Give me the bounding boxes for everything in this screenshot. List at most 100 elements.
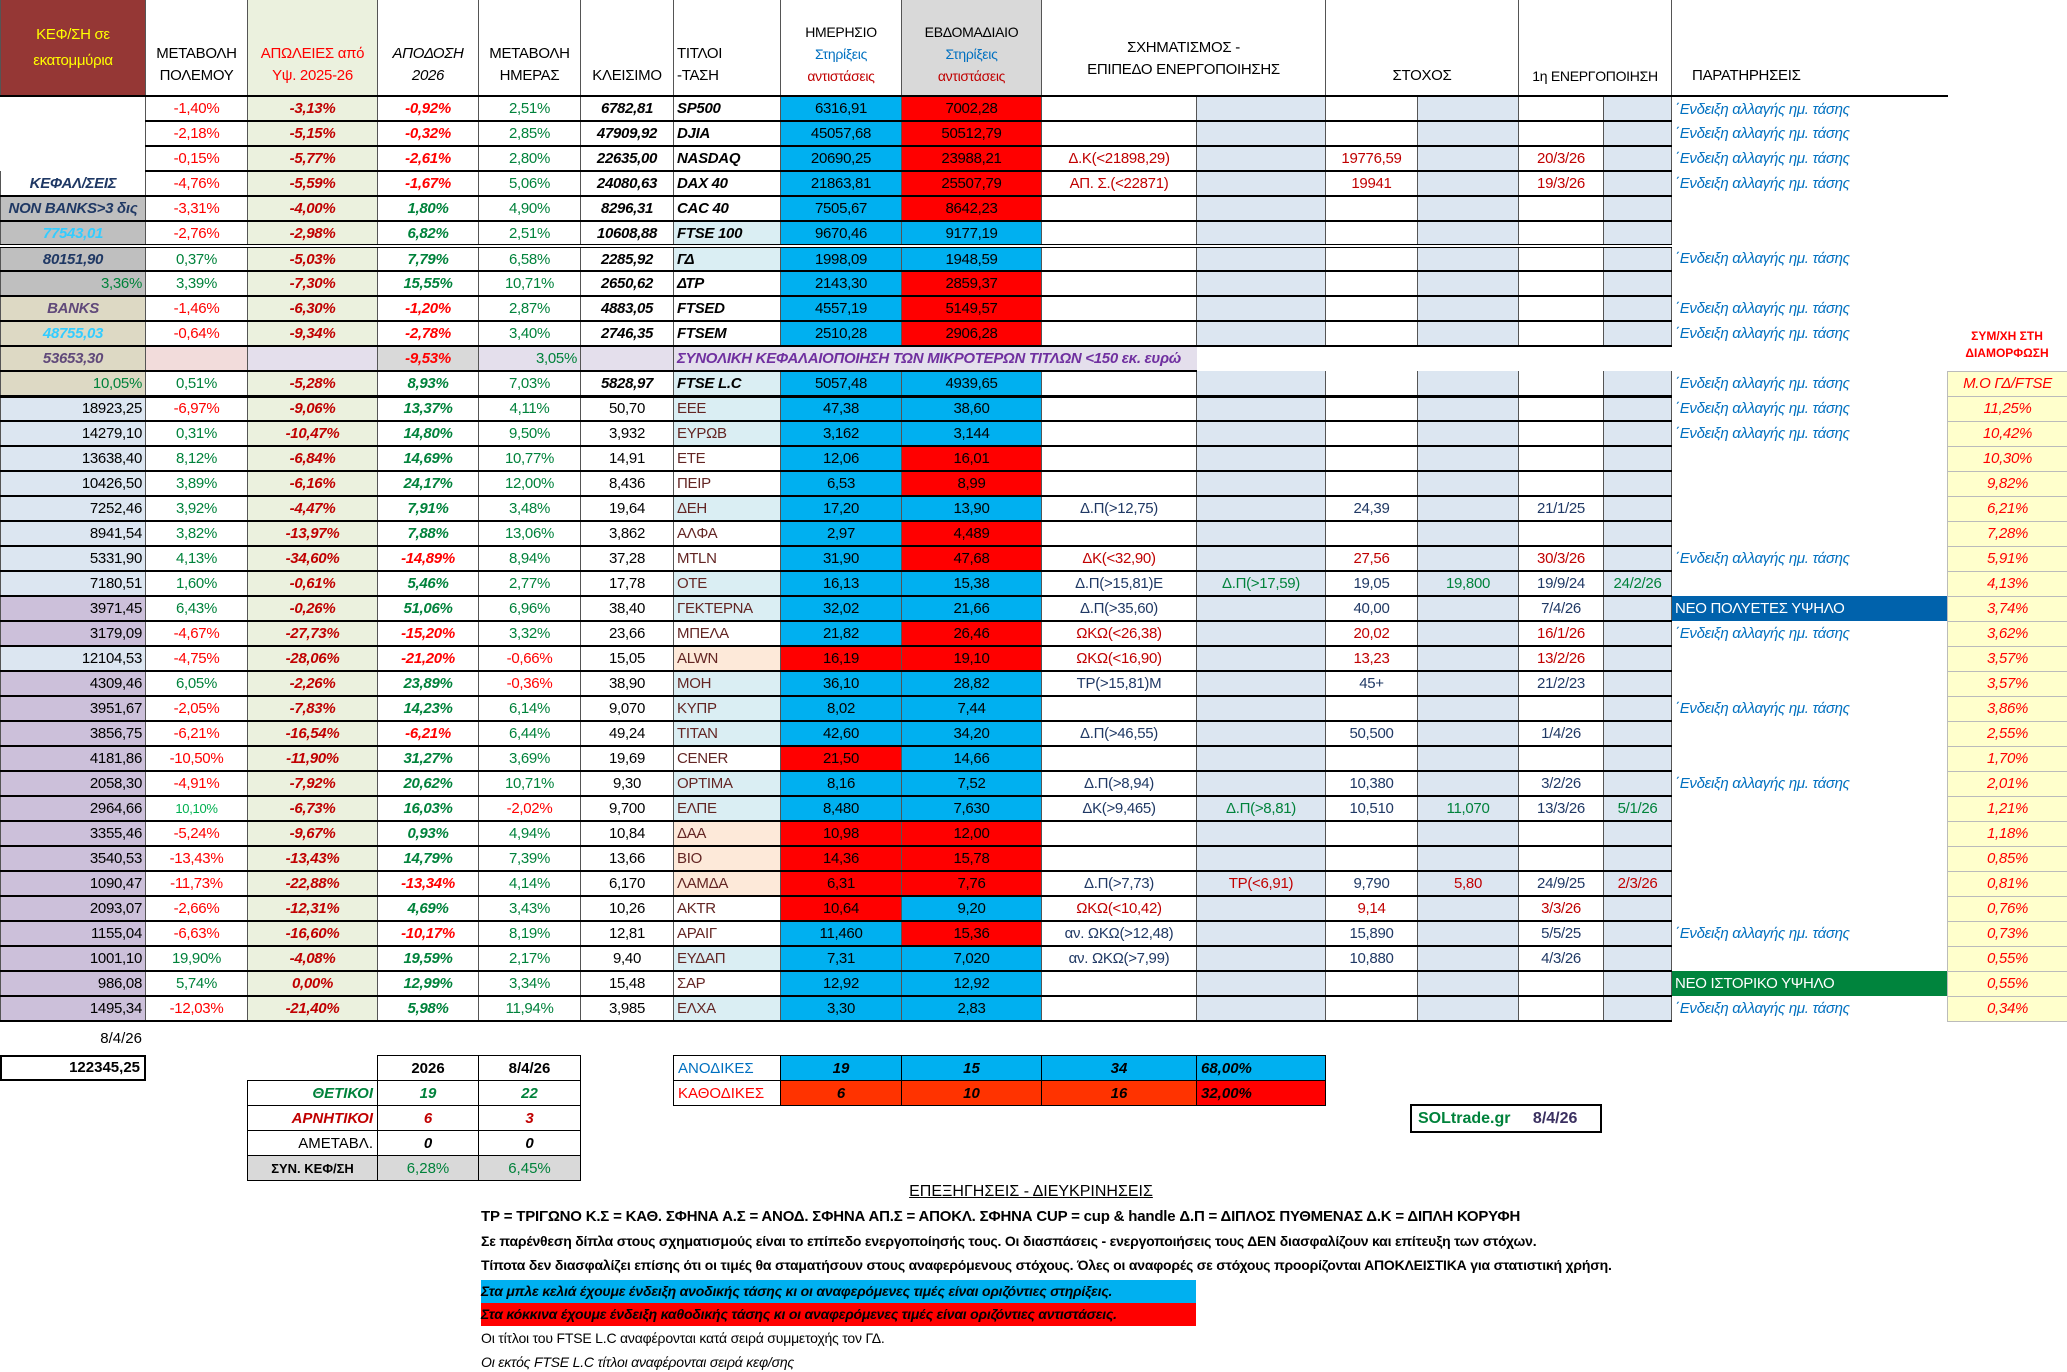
weekly-level-cell: 5149,57 (901, 296, 1042, 322)
header-daily: ΗΜΕΡΗΣΙΟ Στηρίξεις αντιστάσεις (780, 0, 902, 97)
remark-cell: ΄Ενδειξη αλλαγής ημ. τάσης (1675, 925, 1850, 942)
table-row: 2093,07 -2,66% -12,31% 4,69% 3,43% 10,26 AKTR 1… (0, 895, 2067, 922)
header-weekly-line2: Στηρίξεις (945, 46, 998, 62)
pattern-cell: Δ.Π(>46,55) (1041, 721, 1197, 747)
sym-cell: 2,55% (1947, 720, 2067, 747)
remark-cell (1672, 471, 1948, 496)
day-change-cell: 9,50% (478, 421, 581, 447)
explanations-title: ΕΠΕΞΗΓΗΣΕΙΣ - ΔΙΕΥΚΡΙΝΗΣΕΙΣ (909, 1183, 1153, 1200)
activation-secondary-cell (1603, 371, 1673, 397)
war-change-cell: -4,76% (145, 171, 248, 197)
sym-cell: 5,91% (1947, 545, 2067, 572)
remark-cell (1672, 646, 1948, 671)
pattern-cell (1041, 746, 1197, 772)
losses-cell: -5,03% (247, 244, 378, 272)
title-cell: DAX 40 (673, 171, 781, 197)
target-cell (1325, 296, 1418, 322)
remark-cell: ΄Ενδειξη αλλαγής ημ. τάσης (1675, 300, 1850, 317)
daily-level-cell: 2510,28 (780, 321, 902, 347)
target-secondary-cell (1416, 146, 1520, 172)
war-change-cell: 3,39% (145, 271, 248, 297)
close-cell: 12,81 (580, 921, 674, 947)
activation-cell: 16/1/26 (1518, 621, 1605, 647)
capitalization-cell: 13638,40 (0, 446, 146, 472)
ytd-return-cell: 51,06% (377, 596, 479, 622)
header-title: ΤΙΤΛΟΙ -ΤΑΣΗ (673, 0, 781, 97)
title-cell: NASDAQ (673, 146, 781, 172)
target-secondary-cell (1416, 821, 1520, 847)
activation-secondary-cell (1603, 471, 1673, 497)
pattern-secondary-cell (1196, 146, 1326, 172)
target-cell (1325, 321, 1418, 347)
war-change-cell: 8,12% (145, 446, 248, 472)
pattern-secondary-cell (1196, 421, 1326, 447)
weekly-level-cell: 2906,28 (901, 321, 1042, 347)
weekly-level-cell: 7,630 (901, 796, 1042, 822)
weekly-level-cell: 8642,23 (901, 196, 1042, 222)
ytd-return-cell: -13,34% (377, 871, 479, 897)
brand-name: SOLtrade.gr (1418, 1110, 1511, 1127)
ytd-return-cell: 23,89% (377, 671, 479, 697)
title-cell: ΔΤΡ (673, 271, 781, 297)
empty-cell (1519, 346, 1604, 371)
activation-cell (1518, 196, 1605, 222)
target-cell (1325, 221, 1418, 247)
activation-secondary-cell (1603, 196, 1673, 222)
target-secondary-cell (1416, 446, 1520, 472)
war-change-cell: -1,40% (145, 96, 248, 122)
pattern-secondary-cell (1196, 896, 1326, 922)
capitalization-cell: 8941,54 (0, 521, 146, 547)
sym-cell: 3,86% (1947, 695, 2067, 722)
table-row: 80151,90 0,37% -5,03% 7,79% 6,58% 2285,92 ΓΔ 19… (0, 244, 2067, 272)
day-change-cell: 4,11% (478, 394, 581, 422)
activation-secondary-cell (1603, 121, 1673, 147)
war-change-cell: -1,46% (145, 296, 248, 322)
daily-level-cell: 21,50 (780, 746, 902, 772)
losses-cell: -12,31% (247, 896, 378, 922)
sym-cell: 11,25% (1947, 395, 2067, 422)
capitalization-cell: 77543,01 (0, 221, 146, 247)
pattern-cell (1041, 846, 1197, 872)
day-change-cell: 4,14% (478, 871, 581, 897)
ytd-return-cell: -1,67% (377, 171, 479, 197)
ytd-return-cell: 8,93% (377, 371, 479, 397)
daily-level-cell: 10,98 (780, 821, 902, 847)
close-cell: 8,436 (580, 471, 674, 497)
activation-cell: 20/3/26 (1518, 146, 1605, 172)
ytd-return-cell: 16,03% (377, 796, 479, 822)
header-weekly-line1: ΕΒΔΟΜΑΔΙΑΙΟ (924, 24, 1019, 40)
activation-secondary-cell (1603, 921, 1673, 947)
table-row: 3355,46 -5,24% -9,67% 0,93% 4,94% 10,84 ΔΑΑ 10,… (0, 820, 2067, 847)
pattern-secondary-cell (1196, 596, 1326, 622)
breadth-row: ΘΕΤΙΚΟΙ 19 22 (247, 1080, 581, 1106)
ytd-return-cell: 1,80% (377, 196, 479, 222)
empty-cell (1326, 346, 1418, 371)
pattern-cell (1041, 421, 1197, 447)
ytd-return-cell: 13,37% (377, 394, 479, 422)
activation-secondary-cell (1603, 521, 1673, 547)
activation-cell (1518, 244, 1605, 272)
title-cell: ΕΛΧΑ (673, 996, 781, 1022)
remark-cell: ΄Ενδειξη αλλαγής ημ. τάσης (1675, 625, 1850, 642)
target-cell (1325, 846, 1418, 872)
sym-cell: 0,85% (1947, 845, 2067, 872)
activation-secondary-cell: 5/1/26 (1603, 796, 1673, 822)
weekly-level-cell: 9,20 (901, 896, 1042, 922)
pattern-cell: Δ.Κ(<21898,29) (1041, 146, 1197, 172)
target-secondary-cell (1416, 521, 1520, 547)
target-secondary-cell (1416, 646, 1520, 672)
pattern-cell (1041, 821, 1197, 847)
pattern-cell (1041, 96, 1197, 122)
close-cell: 38,90 (580, 671, 674, 697)
losses-cell: -3,13% (247, 96, 378, 122)
daily-level-cell: 10,64 (780, 896, 902, 922)
capitalization-cell: 7180,51 (0, 571, 146, 597)
daily-level-cell: 2143,30 (780, 271, 902, 297)
day-change-cell: 2,51% (478, 96, 581, 122)
activation-secondary-cell (1603, 721, 1673, 747)
losses-cell: -2,26% (247, 671, 378, 697)
close-cell: 9,40 (580, 946, 674, 972)
table-row: 3971,45 6,43% -0,26% 51,06% 6,96% 38,40 ΓΕΚΤΕΡ… (0, 595, 2067, 622)
ytd-return-cell: -2,61% (377, 146, 479, 172)
title-cell: ΑΛΦΑ (673, 521, 781, 547)
